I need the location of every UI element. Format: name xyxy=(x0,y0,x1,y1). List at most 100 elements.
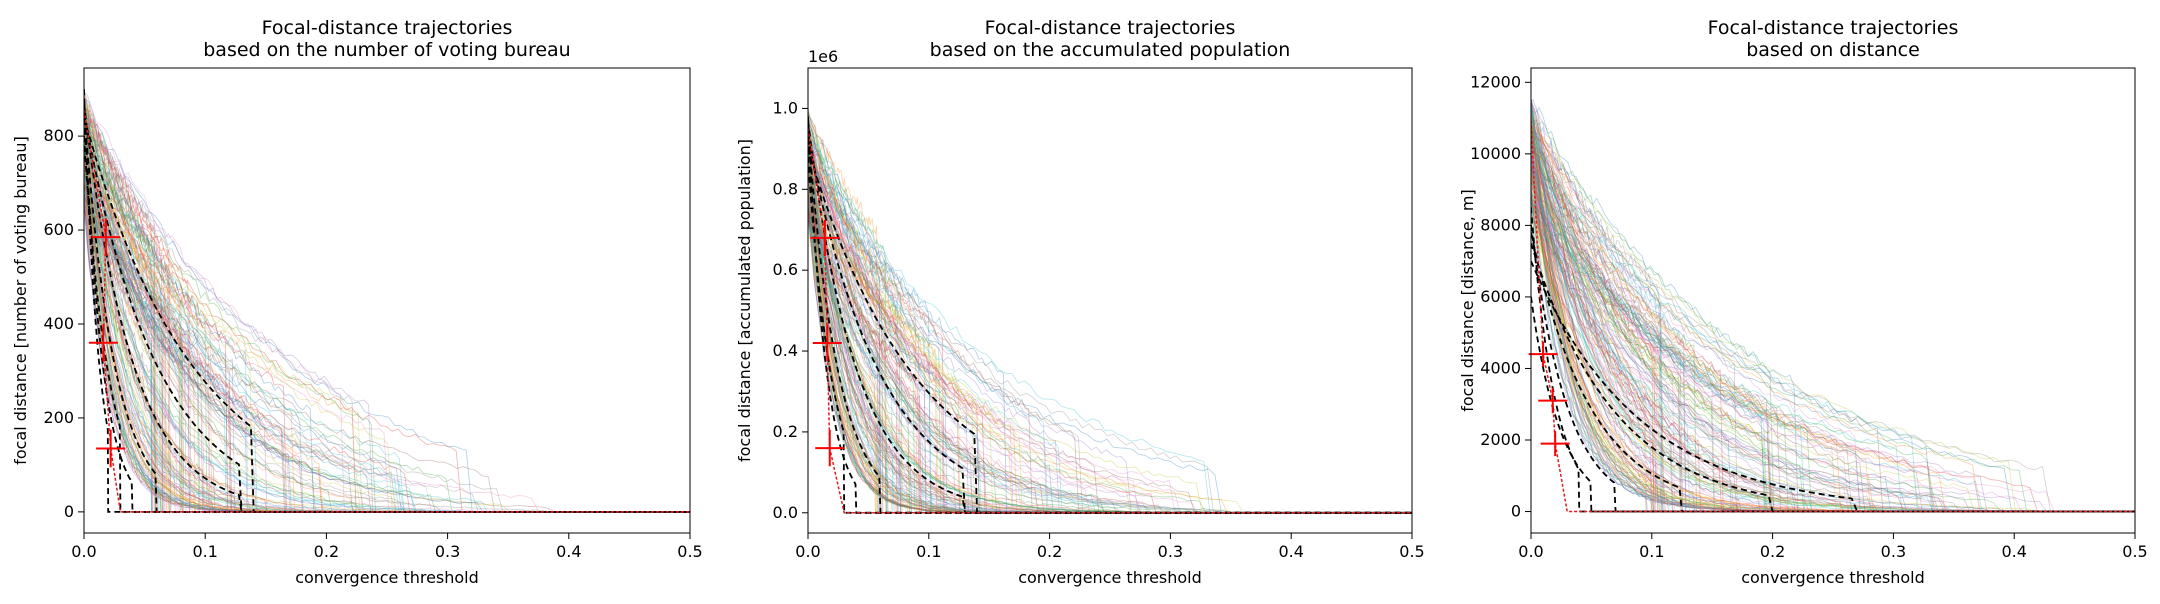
trajectory-line xyxy=(808,145,1412,514)
trajectory-line xyxy=(808,150,1412,514)
dashed-trajectory xyxy=(84,117,690,513)
trajectory-line xyxy=(808,156,1412,514)
trajectory-line xyxy=(84,132,690,513)
chart-panel-3: 0.0 0.1 0.2 0.3 0.4 0.5 0 2000 4000 6000 8000 10000… xyxy=(1458,17,2148,587)
trajectory-line xyxy=(84,136,690,513)
trajectory-line xyxy=(84,167,690,513)
trajectory-line xyxy=(1531,201,2135,512)
trajectory-line xyxy=(84,121,690,513)
trajectory-line xyxy=(1531,154,2135,512)
trajectory-line xyxy=(84,154,690,513)
trajectory-line xyxy=(808,146,1412,514)
trajectory-line xyxy=(84,147,690,513)
trajectory-line xyxy=(84,142,690,513)
trajectory-line xyxy=(808,218,1412,514)
trajectory-line xyxy=(1531,99,2135,512)
trajectory-line xyxy=(84,103,690,513)
trajectory-line xyxy=(1531,207,2135,512)
trajectory-line xyxy=(1531,131,2135,512)
trajectory-line xyxy=(1531,137,2135,512)
trajectory-line xyxy=(808,165,1412,514)
trajectory-line xyxy=(808,120,1412,514)
trajectory-line xyxy=(808,147,1412,514)
trajectory-line xyxy=(1531,139,2135,512)
dashed-trajectory xyxy=(84,112,690,513)
y-tick-label: 600 xyxy=(43,220,74,239)
trajectory-line xyxy=(1531,159,2135,512)
trajectory-line xyxy=(1531,197,2135,512)
trajectory-line xyxy=(808,186,1412,514)
trajectory-line xyxy=(808,164,1412,514)
trajectory-line xyxy=(84,203,690,513)
trajectory-line xyxy=(1531,177,2135,512)
trajectory-line xyxy=(1531,152,2135,512)
trajectory-line xyxy=(1531,164,2135,512)
trajectory-line xyxy=(808,108,1412,514)
trajectory-line xyxy=(1531,153,2135,512)
y-axis-label: focal distance [number of voting bureau] xyxy=(11,136,30,465)
trajectory-line xyxy=(84,121,690,513)
trajectory-line xyxy=(84,120,690,513)
trajectory-line xyxy=(84,167,690,513)
y-tick-label: 0.8 xyxy=(773,179,798,198)
trajectory-line xyxy=(84,92,690,513)
trajectory-line xyxy=(1531,98,2135,512)
trajectory-line xyxy=(808,174,1412,514)
trajectory-line xyxy=(84,195,690,513)
trajectory-line xyxy=(808,125,1412,514)
trajectory-line xyxy=(1531,182,2135,512)
trajectory-line xyxy=(808,154,1412,514)
trajectory-line xyxy=(84,120,690,513)
trajectory-line xyxy=(1531,172,2135,512)
trajectory-line xyxy=(1531,142,2135,512)
trajectory-line xyxy=(1531,125,2135,512)
trajectory-line xyxy=(808,129,1412,514)
trajectory-line xyxy=(1531,194,2135,512)
trajectory-line xyxy=(1531,109,2135,512)
trajectory-line xyxy=(84,202,690,513)
trajectory-line xyxy=(1531,194,2135,512)
trajectory-line xyxy=(84,152,690,513)
trajectory-line xyxy=(1531,116,2135,512)
y-tick-label: 0.0 xyxy=(773,503,798,522)
trajectory-line xyxy=(808,201,1412,514)
trajectory-line xyxy=(1531,182,2135,512)
trajectory-line xyxy=(808,159,1412,514)
axes-frame xyxy=(83,67,691,534)
trajectory-line xyxy=(808,140,1412,514)
x-tick-label: 0.5 xyxy=(2122,542,2147,561)
trajectory-line xyxy=(808,135,1412,514)
trajectory-line xyxy=(1531,147,2135,512)
trajectory-line xyxy=(1531,141,2135,512)
trajectory-line xyxy=(808,123,1412,514)
trajectory-line xyxy=(1531,176,2135,512)
axes-frame xyxy=(807,67,1413,534)
trajectory-line xyxy=(1531,178,2135,512)
trajectory-line xyxy=(1531,124,2135,512)
trajectory-line xyxy=(1531,171,2135,512)
trajectory-line xyxy=(1531,117,2135,512)
trajectory-line xyxy=(84,116,690,513)
trajectory-line xyxy=(1531,217,2135,512)
trajectory-line xyxy=(808,129,1412,514)
trajectory-line xyxy=(84,194,690,513)
trajectory-line xyxy=(1531,212,2135,512)
x-tick-label: 0.2 xyxy=(1037,542,1062,561)
trajectory-line xyxy=(1531,199,2135,512)
trajectory-line xyxy=(84,100,690,513)
dashed-trajectory xyxy=(808,120,1412,514)
x-axis-label: convergence threshold xyxy=(1018,568,1202,587)
trajectory-line xyxy=(1531,119,2135,512)
trajectory-line xyxy=(1531,117,2135,512)
trajectory-line xyxy=(1531,97,2135,512)
trajectory-line xyxy=(1531,196,2135,512)
x-tick-label: 0.4 xyxy=(1278,542,1303,561)
trajectory-line xyxy=(1531,146,2135,512)
y-tick-label: 1.0 xyxy=(773,98,798,117)
trajectory-line xyxy=(1531,129,2135,512)
y-tick-label: 0 xyxy=(1511,502,1521,521)
trajectory-line xyxy=(84,110,690,513)
trajectory-line xyxy=(84,154,690,513)
trajectory-line xyxy=(84,177,690,513)
